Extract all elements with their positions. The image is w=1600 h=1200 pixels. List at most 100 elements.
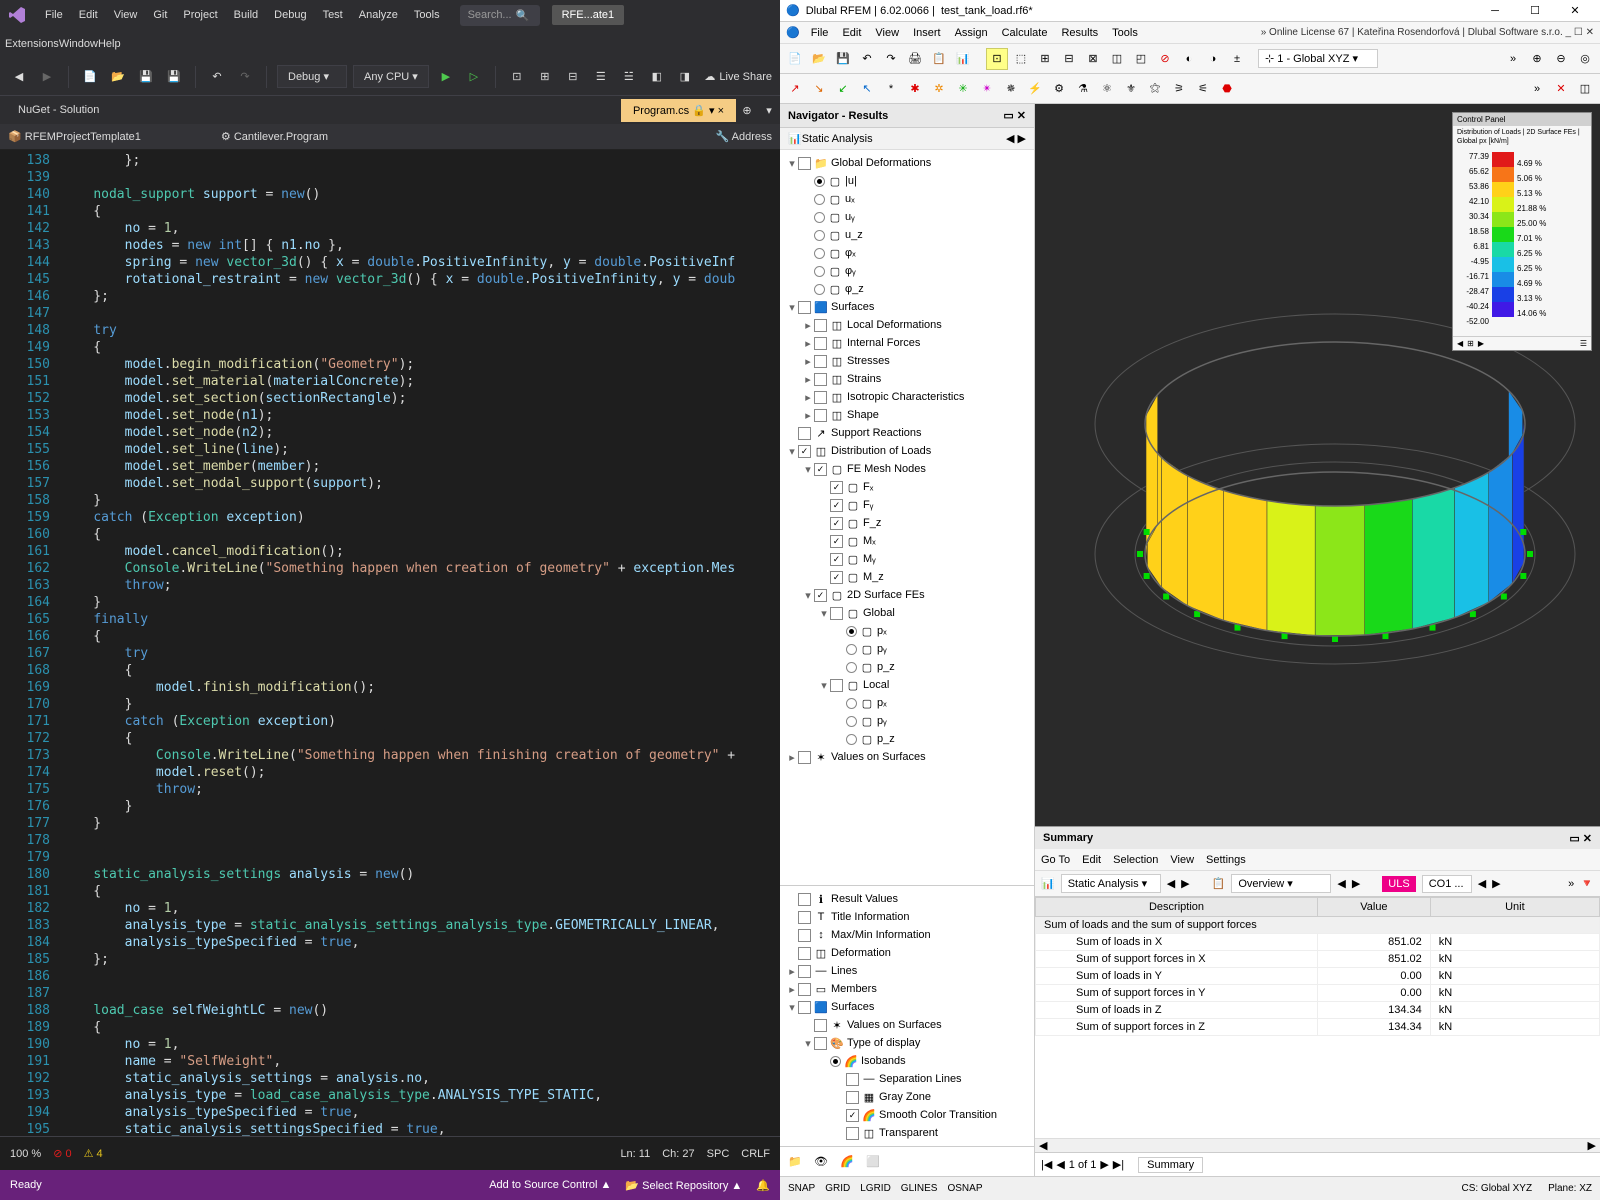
- tab-overflow-icon[interactable]: ⊕: [736, 99, 758, 121]
- tb-icon[interactable]: ◫: [1106, 48, 1128, 70]
- sum-dd1[interactable]: Static Analysis ▾: [1061, 874, 1161, 893]
- bell-icon[interactable]: 🔔: [756, 1179, 770, 1192]
- tree-item[interactable]: ◫Transparent: [782, 1124, 1032, 1142]
- tree-item[interactable]: ▾▢Global: [782, 604, 1032, 622]
- sum-next[interactable]: ▶: [1492, 877, 1500, 890]
- sum-next[interactable]: ▶: [1181, 877, 1189, 890]
- tb-icon[interactable]: ◑: [1202, 48, 1224, 70]
- redo-icon[interactable]: ↷: [880, 48, 902, 70]
- menu-file[interactable]: File: [804, 25, 836, 41]
- code-area[interactable]: }; nodal_support support = new() { no = …: [62, 150, 780, 1136]
- tb-icon[interactable]: ⊟: [1058, 48, 1080, 70]
- menu-git[interactable]: Git: [145, 5, 175, 25]
- tb-icon[interactable]: ↗: [784, 78, 806, 100]
- menu-project[interactable]: Project: [175, 5, 225, 25]
- sum-prev[interactable]: ◀: [1478, 877, 1486, 890]
- tb-icon[interactable]: ◰: [1130, 48, 1152, 70]
- menu-edit[interactable]: Edit: [835, 25, 868, 41]
- last-icon[interactable]: ▶|: [1113, 1158, 1124, 1171]
- tree-item[interactable]: ▢φ_z: [782, 280, 1032, 298]
- summary-table[interactable]: DescriptionValueUnit Sum of loads and th…: [1035, 897, 1600, 1138]
- tab-nuget[interactable]: NuGet - Solution: [6, 99, 111, 121]
- tree-item[interactable]: ↕Max/Min Information: [782, 926, 1032, 944]
- tree-item[interactable]: ▢u_z: [782, 226, 1032, 244]
- tree-item[interactable]: ▢p_z: [782, 658, 1032, 676]
- tree-item[interactable]: ▢pᵧ: [782, 712, 1032, 730]
- tree-item[interactable]: ▾▢2D Surface FEs: [782, 586, 1032, 604]
- osnap[interactable]: OSNAP: [947, 1183, 982, 1194]
- undo-icon[interactable]: ↶: [856, 48, 878, 70]
- tb-icon[interactable]: ✴: [976, 78, 998, 100]
- summenu-view[interactable]: View: [1170, 854, 1194, 866]
- menu-insert[interactable]: Insert: [906, 25, 948, 41]
- menu-calculate[interactable]: Calculate: [995, 25, 1055, 41]
- tree-item[interactable]: TTitle Information: [782, 908, 1032, 926]
- tree-item[interactable]: ▢Mₓ: [782, 532, 1032, 550]
- tree-item[interactable]: ▸◫Internal Forces: [782, 334, 1032, 352]
- tree-item[interactable]: ▾🎨Type of display: [782, 1034, 1032, 1052]
- tb-icon[interactable]: ⚛: [1096, 78, 1118, 100]
- ctx-field[interactable]: 🔧 Address: [715, 130, 772, 143]
- search-input[interactable]: Search...🔍: [460, 5, 540, 26]
- tb-icon[interactable]: ☱: [618, 66, 640, 88]
- sum-dd2[interactable]: Overview ▾: [1231, 874, 1331, 893]
- menu-analyze[interactable]: Analyze: [351, 5, 406, 25]
- menu-view[interactable]: View: [868, 25, 906, 41]
- save-icon[interactable]: 💾: [135, 66, 157, 88]
- save-icon[interactable]: 💾: [832, 48, 854, 70]
- tree-item[interactable]: ▸◫Stresses: [782, 352, 1032, 370]
- tb-icon[interactable]: *: [880, 78, 902, 100]
- nav-btn[interactable]: 📁: [784, 1151, 806, 1173]
- tree-item[interactable]: ▸◫Shape: [782, 406, 1032, 424]
- tree-item[interactable]: ▢φᵧ: [782, 262, 1032, 280]
- summenu-edit[interactable]: Edit: [1082, 854, 1101, 866]
- fwd-icon[interactable]: ▶: [36, 66, 58, 88]
- tree-item[interactable]: ▢|u|: [782, 172, 1032, 190]
- tb-icon[interactable]: ✵: [1000, 78, 1022, 100]
- open-icon[interactable]: 📂: [808, 48, 830, 70]
- maximize-icon[interactable]: ☐: [1516, 1, 1554, 21]
- menu-window[interactable]: Window: [59, 38, 98, 50]
- tb-icon[interactable]: ⊕: [1526, 48, 1548, 70]
- legend-btn[interactable]: ⊞: [1467, 339, 1474, 348]
- source-control[interactable]: Add to Source Control ▲: [489, 1179, 611, 1192]
- tb-icon[interactable]: ⚜: [1120, 78, 1142, 100]
- menu-tools[interactable]: Tools: [1105, 25, 1145, 41]
- results-tree[interactable]: ▾📁Global Deformations▢|u|▢uₓ▢uᵧ▢u_z▢φₓ▢φ…: [780, 150, 1034, 885]
- tb-icon[interactable]: ✱: [904, 78, 926, 100]
- code-editor[interactable]: 138 139 140 141 142 143 144 145 146 147 …: [0, 150, 780, 1136]
- tb-icon[interactable]: ⊟: [562, 66, 584, 88]
- tree-item[interactable]: ▢uᵧ: [782, 208, 1032, 226]
- close-icon[interactable]: ✕: [1556, 1, 1594, 21]
- tb-icon[interactable]: ⚞: [1168, 78, 1190, 100]
- menu-edit[interactable]: Edit: [71, 5, 106, 25]
- live-share-button[interactable]: ☁ Live Share: [704, 70, 772, 83]
- tb-icon[interactable]: ⚙: [1048, 78, 1070, 100]
- tree-item[interactable]: 🌈Smooth Color Transition: [782, 1106, 1032, 1124]
- grid[interactable]: GRID: [825, 1183, 850, 1194]
- tb-icon[interactable]: ↖: [856, 78, 878, 100]
- tree-item[interactable]: ▸—Lines: [782, 962, 1032, 980]
- summenu-goto[interactable]: Go To: [1041, 854, 1070, 866]
- display-tree[interactable]: ℹResult ValuesTTitle Information↕Max/Min…: [780, 886, 1034, 1146]
- project-badge[interactable]: RFE...ate1: [552, 5, 625, 25]
- tree-item[interactable]: ▢M_z: [782, 568, 1032, 586]
- tree-item[interactable]: ℹResult Values: [782, 890, 1032, 908]
- menu-test[interactable]: Test: [315, 5, 351, 25]
- tb-icon[interactable]: ⬚: [1010, 48, 1032, 70]
- zoom[interactable]: 100 %: [10, 1148, 41, 1160]
- tree-item[interactable]: —Separation Lines: [782, 1070, 1032, 1088]
- select-repo[interactable]: 📂 Select Repository ▲: [625, 1179, 742, 1192]
- tree-item[interactable]: 🌈Isobands: [782, 1052, 1032, 1070]
- redo-icon[interactable]: ↷: [234, 66, 256, 88]
- tree-item[interactable]: ▢uₓ: [782, 190, 1032, 208]
- sum-icon[interactable]: 📊: [1041, 877, 1055, 890]
- tree-item[interactable]: ▾🟦Surfaces: [782, 298, 1032, 316]
- menu-results[interactable]: Results: [1054, 25, 1105, 41]
- tb-icon[interactable]: ◐: [1178, 48, 1200, 70]
- tb-icon[interactable]: ↙: [832, 78, 854, 100]
- sum-next[interactable]: ▶: [1352, 877, 1360, 890]
- tb-icon[interactable]: ◫: [1574, 78, 1596, 100]
- tb-icon[interactable]: ↘: [808, 78, 830, 100]
- snap[interactable]: SNAP: [788, 1183, 815, 1194]
